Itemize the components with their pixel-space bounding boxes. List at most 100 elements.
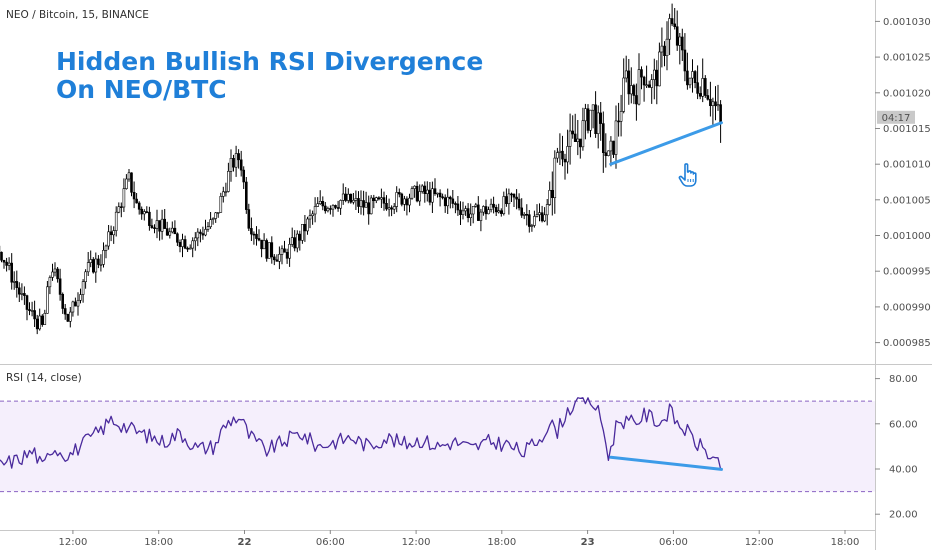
candle <box>318 190 322 205</box>
candle <box>199 229 202 243</box>
candle <box>436 192 439 198</box>
candle <box>573 113 577 142</box>
candle <box>15 270 19 298</box>
candle <box>334 204 337 210</box>
candle <box>645 65 648 88</box>
time-tick-label: 12:00 <box>402 537 431 548</box>
candle <box>209 212 212 229</box>
hand-pointer-icon <box>678 163 697 187</box>
candle <box>586 104 590 134</box>
annotation-title-line1: Hidden Bullish RSI Divergence <box>56 47 483 76</box>
candle <box>576 120 580 156</box>
candle <box>525 204 529 226</box>
candle <box>308 209 312 229</box>
candle <box>250 217 253 241</box>
candle <box>58 268 62 301</box>
candle <box>0 251 3 263</box>
candle <box>301 224 304 244</box>
candle <box>56 267 59 283</box>
price-tick-label: 0.001000 <box>883 231 931 242</box>
candle <box>716 84 720 111</box>
candle <box>135 193 138 204</box>
candle <box>492 196 495 214</box>
candle <box>206 222 210 232</box>
candle <box>420 184 424 194</box>
candle <box>247 203 251 231</box>
candle <box>533 210 536 228</box>
candle <box>594 91 597 138</box>
candle <box>658 42 661 87</box>
rsi-divergence-line <box>609 455 723 471</box>
candle <box>535 204 539 218</box>
candle <box>548 181 552 206</box>
candle <box>456 196 460 216</box>
candle <box>20 283 24 301</box>
price-tick-label: 0.001020 <box>883 88 931 99</box>
candle <box>709 81 712 117</box>
candle <box>589 109 592 138</box>
candle <box>262 233 266 250</box>
rsi-tick-label: 40.00 <box>889 465 918 476</box>
candle <box>196 228 200 247</box>
candle <box>362 190 365 216</box>
price-tick-label: 0.000990 <box>883 302 931 313</box>
candle <box>484 199 488 220</box>
time-tick-label: 06:00 <box>659 537 688 548</box>
candle <box>596 105 600 149</box>
candle <box>469 203 473 226</box>
candle <box>117 202 121 214</box>
candle <box>520 198 524 218</box>
countdown-price-tag <box>877 110 915 124</box>
candle <box>132 181 136 209</box>
candle <box>405 196 409 216</box>
candle <box>339 199 342 215</box>
candle <box>650 74 654 104</box>
candle <box>374 196 378 204</box>
candle <box>512 193 516 207</box>
candle <box>181 233 184 258</box>
candle <box>267 242 271 259</box>
candle <box>107 225 110 250</box>
candle <box>601 111 605 173</box>
candle <box>385 195 388 211</box>
candle <box>711 97 715 125</box>
candle <box>691 59 694 93</box>
candle <box>112 226 115 244</box>
candle <box>145 206 149 214</box>
candle <box>568 113 572 165</box>
candle <box>433 178 437 196</box>
candle <box>97 255 100 269</box>
price-divergence-line <box>609 121 723 166</box>
price-tick-label: 0.000985 <box>883 338 931 349</box>
candle <box>632 83 636 105</box>
candle <box>125 174 128 190</box>
candle <box>69 307 72 328</box>
candle <box>12 271 16 290</box>
symbol-label: NEO / Bitcoin, 15, BINANCE <box>6 9 149 21</box>
rsi-tick-label: 20.00 <box>889 510 918 521</box>
candle <box>413 185 416 198</box>
candle <box>665 21 669 71</box>
candle <box>272 254 276 266</box>
candle <box>612 140 615 158</box>
candle <box>188 244 192 250</box>
candle <box>675 10 679 51</box>
candle <box>48 275 52 295</box>
candle <box>627 59 631 105</box>
candle <box>591 104 595 129</box>
candle <box>698 86 702 100</box>
price-axis-ticks: 0.001030 0.001025 0.001020 0.001015 0.001010… <box>875 17 931 349</box>
time-tick-label: 18:00 <box>831 537 860 548</box>
candle <box>446 188 450 214</box>
candle <box>502 191 506 216</box>
candle <box>30 301 34 317</box>
candle <box>622 58 626 114</box>
candle <box>397 188 401 198</box>
candle <box>507 188 511 215</box>
candle <box>66 313 70 322</box>
annotation-title-line2: On NEO/BTC <box>56 75 227 104</box>
candle <box>283 240 286 253</box>
candle <box>245 177 248 214</box>
candle <box>46 281 49 314</box>
